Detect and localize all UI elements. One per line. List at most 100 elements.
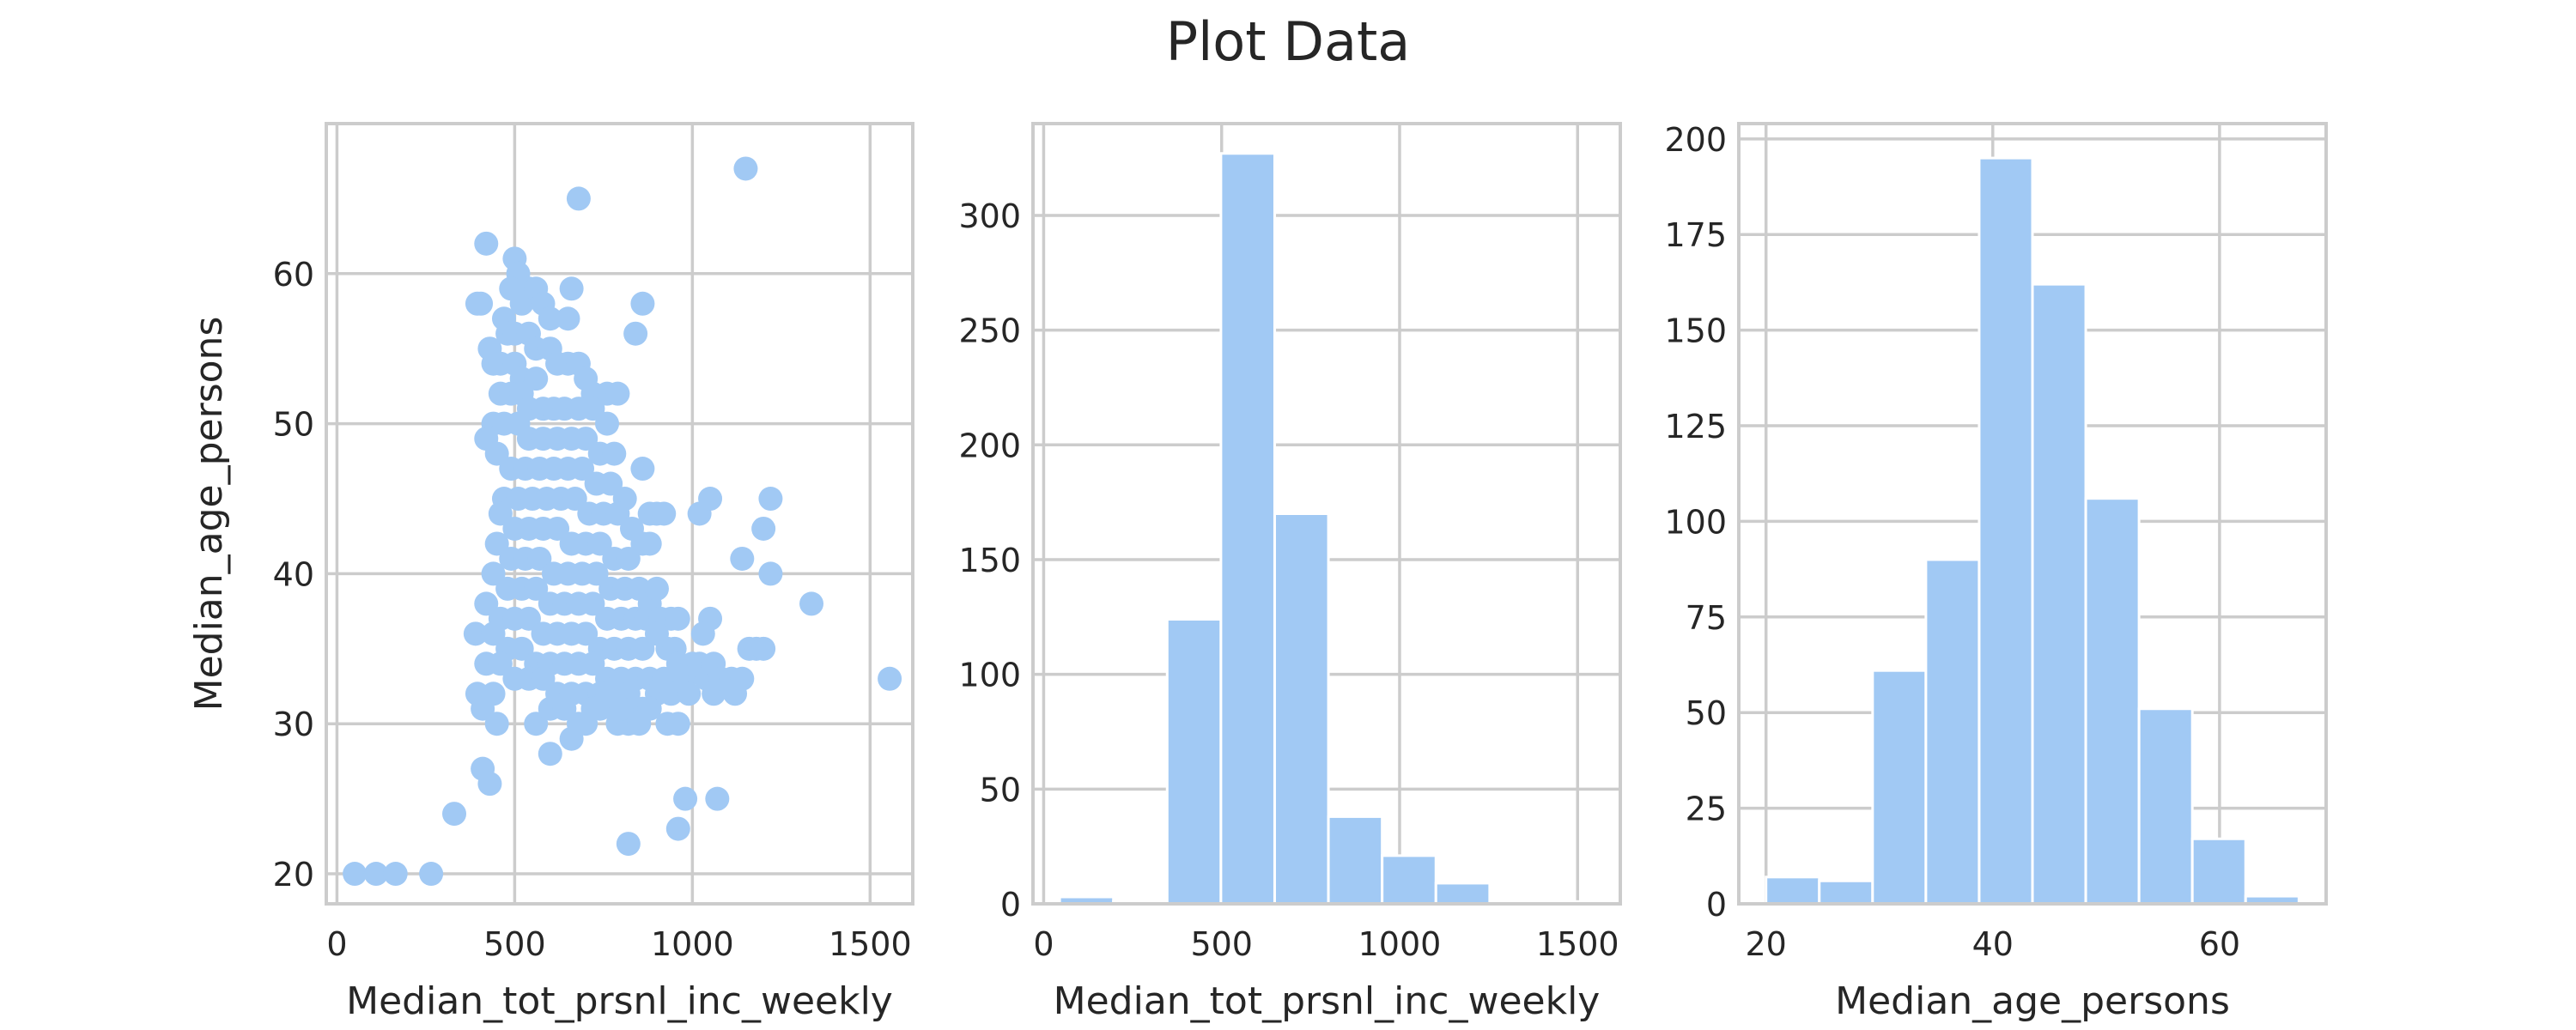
scatter-point xyxy=(690,621,715,646)
scatter-point xyxy=(545,516,570,541)
scatter-point xyxy=(363,862,388,887)
histogram-bar xyxy=(2190,837,2247,906)
y-tick-label: 25 xyxy=(1686,791,1727,828)
scatter-point xyxy=(343,862,368,887)
scatter-point xyxy=(566,186,591,211)
x-tick-label: 20 xyxy=(1746,925,1787,963)
scatter-point xyxy=(665,606,690,631)
y-tick-label: 0 xyxy=(1706,886,1727,924)
scatter-point xyxy=(609,696,634,721)
scatter-point xyxy=(605,381,630,406)
scatter-point xyxy=(758,561,783,586)
scatter-point xyxy=(584,561,609,586)
histogram-bar xyxy=(1924,558,1981,906)
x-tick-label: 40 xyxy=(1972,925,2014,963)
scatter-point xyxy=(484,531,509,556)
x-tick-label: 60 xyxy=(2199,925,2240,963)
scatter-point xyxy=(481,621,506,646)
histogram-bar xyxy=(1818,879,1874,906)
scatter-point xyxy=(799,591,824,616)
histogram-bar xyxy=(1978,156,2034,906)
scatter-point xyxy=(623,321,648,346)
y-tick-label: 50 xyxy=(1686,694,1727,732)
scatter-point xyxy=(474,591,499,616)
y-tick-label: 50 xyxy=(273,406,314,444)
scatter-point xyxy=(509,636,534,661)
scatter-point xyxy=(644,576,669,601)
scatter-point xyxy=(574,427,598,451)
y-axis-label: Median_age_persons xyxy=(187,317,231,712)
scatter-point xyxy=(477,772,502,797)
y-tick-label: 300 xyxy=(958,197,1021,235)
histogram-bar xyxy=(2137,707,2194,906)
scatter-point xyxy=(524,576,549,601)
y-tick-label: 100 xyxy=(1664,503,1727,541)
histogram-bar xyxy=(2084,497,2141,906)
y-tick-label: 150 xyxy=(1664,312,1727,350)
scatter-point xyxy=(580,397,605,421)
scatter-point xyxy=(733,156,758,181)
scatter-point xyxy=(516,606,541,631)
scatter-point xyxy=(527,546,552,571)
scatter-point xyxy=(665,712,690,736)
y-tick-label: 30 xyxy=(273,706,314,743)
histogram-bar xyxy=(1219,152,1276,906)
y-tick-label: 50 xyxy=(980,771,1021,809)
histogram-bar xyxy=(1165,617,1223,906)
scatter-point xyxy=(595,682,620,706)
histogram-bar xyxy=(1327,815,1384,906)
scatter-point xyxy=(474,231,499,256)
scatter-point xyxy=(481,561,506,586)
x-tick-label: 0 xyxy=(1033,925,1054,963)
scatter-point xyxy=(574,621,598,646)
x-tick-label: 1500 xyxy=(829,925,912,963)
x-axis-label: Median_age_persons xyxy=(1835,979,2230,1023)
page-title: Plot Data xyxy=(1165,10,1411,73)
scatter-point xyxy=(630,457,655,482)
histogram-bar xyxy=(1273,512,1330,906)
scatter-point xyxy=(484,441,509,466)
scatter-point xyxy=(659,682,683,706)
y-tick-label: 250 xyxy=(958,312,1021,350)
scatter-point xyxy=(556,306,580,331)
y-tick-label: 0 xyxy=(1000,886,1021,924)
histogram-bar xyxy=(1381,854,1437,906)
scatter-point xyxy=(580,651,605,676)
y-tick-label: 40 xyxy=(273,555,314,593)
histogram-bar xyxy=(1871,669,1928,906)
y-tick-label: 125 xyxy=(1664,408,1727,445)
scatter-point xyxy=(552,696,577,721)
scatter-point xyxy=(605,501,630,526)
x-tick-label: 0 xyxy=(326,925,347,963)
x-tick-label: 1000 xyxy=(651,925,734,963)
y-tick-label: 150 xyxy=(958,542,1021,579)
income-histogram-panel: 0 500 1000 1500 0 50 100 150 200 250 300 Median_tot… xyxy=(958,122,1622,1023)
scatter-point xyxy=(595,411,620,436)
scatter-point xyxy=(538,742,562,766)
scatter-point xyxy=(673,786,698,811)
scatter-point xyxy=(630,636,655,661)
scatter-point xyxy=(484,712,509,736)
axes-frame xyxy=(1737,122,2328,906)
y-tick-label: 20 xyxy=(273,856,314,894)
scatter-point xyxy=(531,666,556,691)
scatter-point xyxy=(730,546,755,571)
histogram-bar xyxy=(2031,282,2087,906)
y-tick-label: 200 xyxy=(958,427,1021,464)
scatter-point xyxy=(538,306,562,331)
scatter-point xyxy=(730,666,755,691)
scatter-point xyxy=(481,682,506,706)
x-tick-label: 500 xyxy=(1190,925,1253,963)
scatter-point xyxy=(598,471,623,496)
scatter-point xyxy=(488,651,513,676)
scatter-point xyxy=(580,591,605,616)
scatter-point xyxy=(758,487,783,512)
scatter-point xyxy=(580,696,605,721)
y-tick-label: 75 xyxy=(1686,599,1727,637)
scatter-point xyxy=(469,291,494,316)
x-tick-label: 500 xyxy=(483,925,546,963)
scatter-point xyxy=(705,786,730,811)
y-tick-label: 60 xyxy=(273,256,314,294)
scatter-point xyxy=(665,816,690,841)
x-axis-label: Median_tot_prsnl_inc_weekly xyxy=(1054,979,1601,1023)
